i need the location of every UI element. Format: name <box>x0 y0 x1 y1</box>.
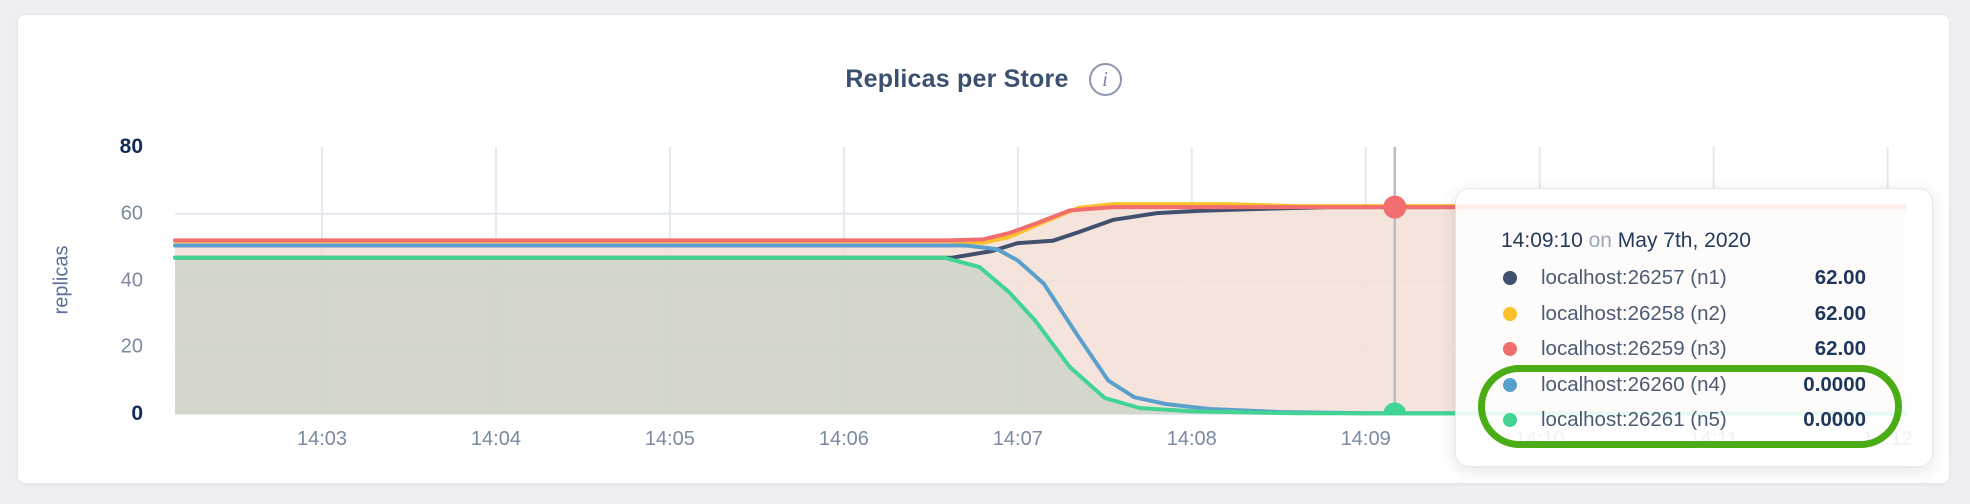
y-tick-label: 20 <box>120 335 143 358</box>
series-color-dot <box>1503 271 1517 285</box>
series-line <box>173 205 1907 243</box>
y-tick-label: 80 <box>119 135 143 158</box>
tooltip-connector: on <box>1582 229 1618 252</box>
chart-header: Replicas per Store i <box>18 59 1949 99</box>
y-tick-label: 40 <box>120 269 143 291</box>
y-tick-label: 0 <box>131 402 143 425</box>
hover-tooltip: 14:09:10 on May 7th, 2020 localhost:2625… <box>1455 188 1933 467</box>
y-tick-label: 60 <box>120 202 143 225</box>
x-tick-label: 14:05 <box>644 428 695 450</box>
tooltip-row: localhost:26257 (n1) 62.00 <box>1456 260 1932 296</box>
series-value: 0.0000 <box>1803 372 1866 396</box>
crosshair-dot <box>1383 195 1407 219</box>
series-color-dot <box>1503 306 1517 321</box>
series-line <box>173 255 1907 416</box>
x-tick-label: 14:04 <box>470 428 521 450</box>
crosshair-dot <box>1383 402 1407 414</box>
series-name: localhost:26260 (n4) <box>1541 372 1727 396</box>
series-name: localhost:26259 (n3) <box>1541 337 1727 361</box>
tooltip-row: localhost:26260 (n4) 0.0000 <box>1456 367 1932 403</box>
x-tick-label: 14:08 <box>1166 428 1217 450</box>
series-name: localhost:26261 (n5) <box>1541 408 1727 432</box>
x-tick-label: 14:03 <box>296 428 348 450</box>
series-value: 62.00 <box>1814 337 1866 361</box>
info-icon[interactable]: i <box>1088 62 1122 96</box>
area-fill <box>175 257 1905 414</box>
tooltip-row: localhost:26258 (n2) 62.00 <box>1456 296 1932 332</box>
series-color-dot <box>1503 413 1517 428</box>
tooltip-time: 14:09:10 <box>1501 229 1583 252</box>
series-name: localhost:26258 (n2) <box>1541 301 1727 325</box>
tooltip-row: localhost:26261 (n5) 0.0000 <box>1456 402 1932 438</box>
info-icon-glyph: i <box>1102 66 1108 91</box>
series-color-dot <box>1503 342 1517 357</box>
chart-title: Replicas per Store <box>845 64 1069 93</box>
series-value: 62.00 <box>1814 266 1866 289</box>
x-tick-label: 14:07 <box>992 428 1043 450</box>
tooltip-row: localhost:26259 (n3) 62.00 <box>1456 331 1932 367</box>
tooltip-timestamp: 14:09:10 on May 7th, 2020 <box>1501 229 1751 253</box>
x-tick-label: 14:06 <box>818 428 869 450</box>
series-name: localhost:26257 (n1) <box>1541 266 1727 289</box>
series-value: 0.0000 <box>1803 408 1866 432</box>
series-color-dot <box>1503 377 1517 392</box>
x-tick-label: 14:09 <box>1340 428 1391 450</box>
tooltip-date: May 7th, 2020 <box>1617 229 1751 252</box>
series-value: 62.00 <box>1814 301 1866 325</box>
